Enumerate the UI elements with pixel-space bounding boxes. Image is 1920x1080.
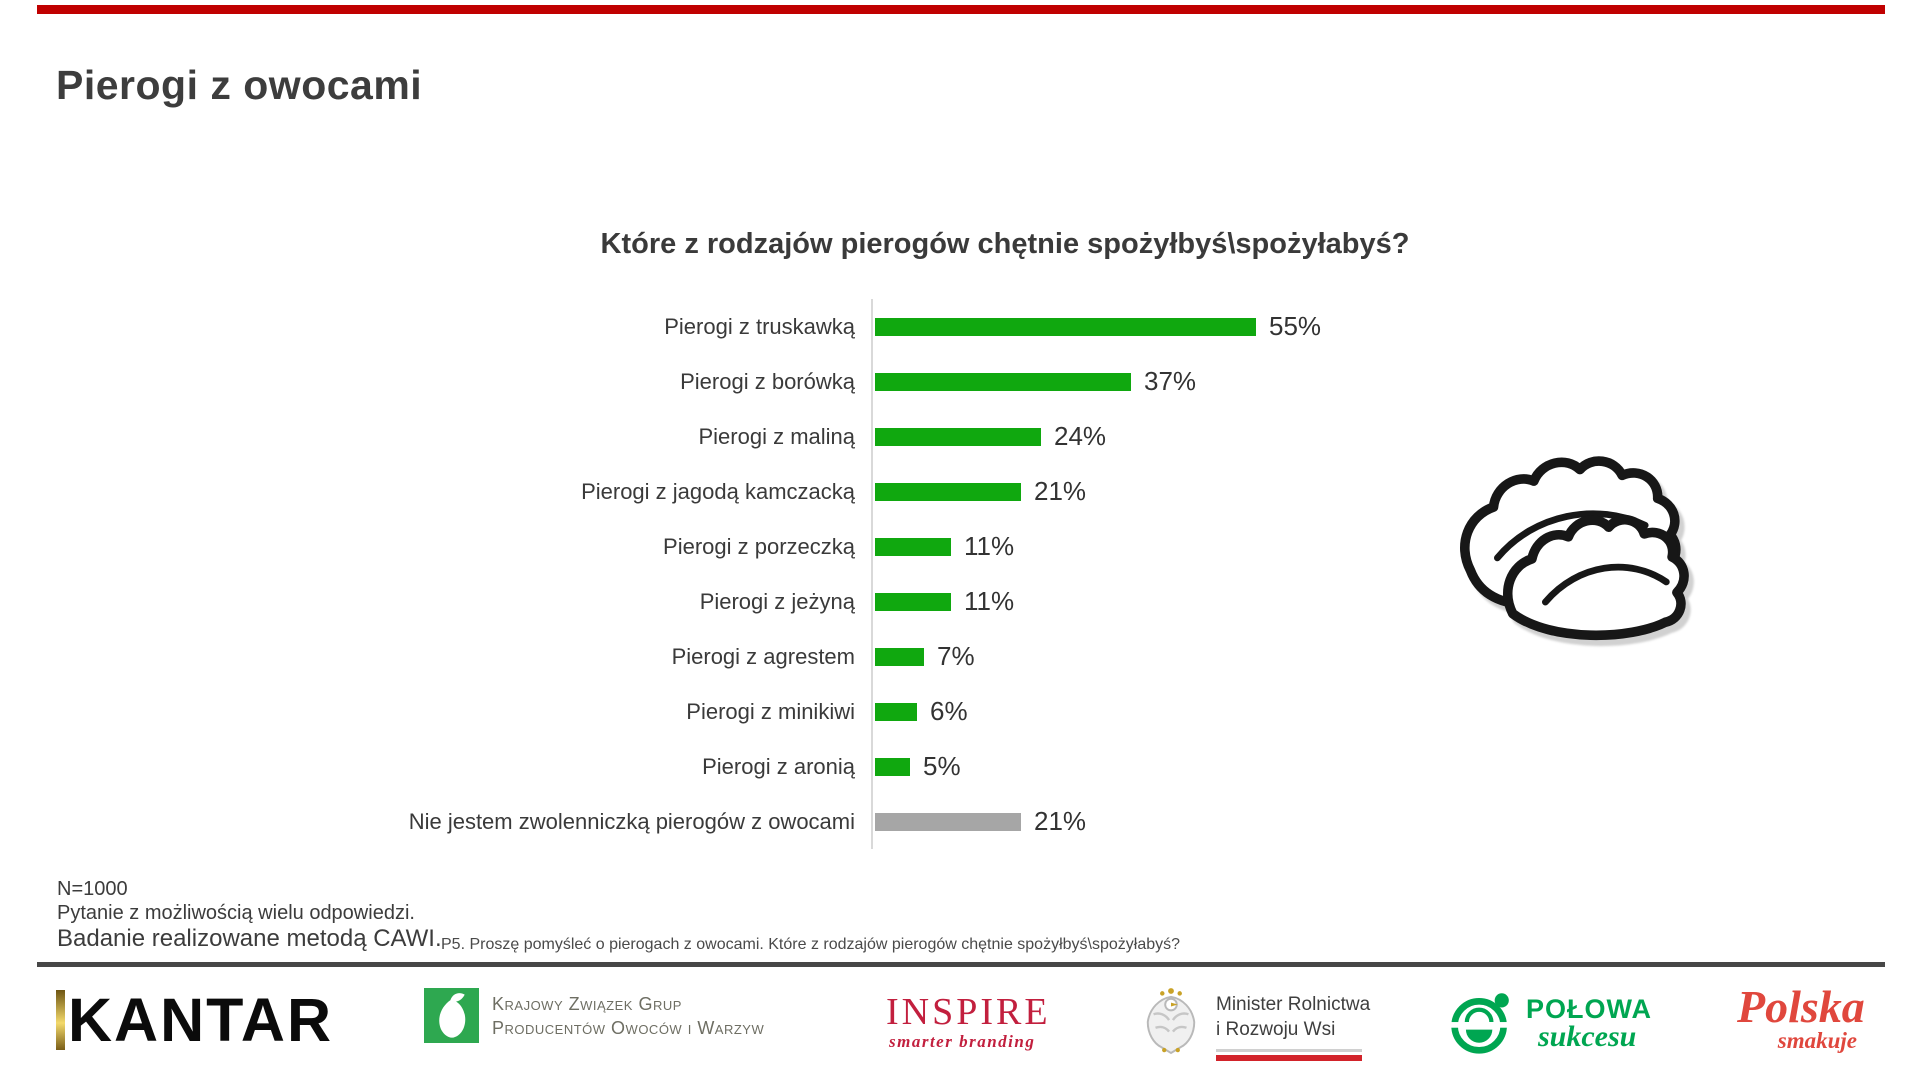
bar	[875, 317, 1256, 336]
bar	[875, 372, 1131, 391]
ministry-logo-text: Minister Rolnictwa i Rozwoju Wsi	[1216, 984, 1370, 1061]
bar-track: 55%	[871, 299, 1321, 354]
bar-track: 7%	[871, 629, 975, 684]
polska-smakuje-logo: Polska smakuje	[1737, 981, 1865, 1053]
dumpling-front-outline	[1503, 515, 1689, 641]
kantar-logo-text: KANTAR	[68, 986, 333, 1054]
inspire-logo-text: INSPIRE	[886, 991, 1051, 1033]
chart-row: Pierogi z maliną 24%	[0, 409, 1460, 464]
footer-separator-line	[37, 962, 1885, 967]
kzgpow-line1: Krajowy Związek Grup	[492, 993, 682, 1014]
bar	[875, 757, 910, 776]
inspire-tagline: smarter branding	[889, 1032, 1036, 1051]
category-label: Pierogi z borówką	[680, 368, 855, 394]
bar-track: 21%	[871, 794, 1086, 849]
bar	[875, 537, 951, 556]
chart-row: Pierogi z porzeczką 11%	[0, 519, 1460, 574]
polska-smakuje-tagline: smakuje	[1777, 1028, 1857, 1053]
bar	[875, 592, 951, 611]
kantar-logo: KANTAR	[56, 986, 333, 1054]
bar	[875, 482, 1021, 501]
bar-track: 5%	[871, 739, 961, 794]
value-label: 21%	[1034, 806, 1087, 836]
value-label: 55%	[1269, 311, 1322, 341]
polowa-logo-text: POŁOWA sukcesu	[1526, 990, 1652, 1056]
chart-row: Nie jestem zwolenniczką pierogów z owoca…	[0, 794, 1460, 849]
bar-track: 11%	[871, 574, 1014, 629]
category-label: Pierogi z jeżyną	[699, 588, 855, 614]
polowa-wordmark: POŁOWA	[1526, 994, 1652, 1024]
category-label: Pierogi z jagodą kamczacką	[581, 478, 855, 504]
polowa-sukcesu-logo: POŁOWA sukcesu	[1448, 990, 1652, 1056]
category-label: Pierogi z porzeczką	[663, 533, 855, 559]
category-label: Pierogi z maliną	[698, 423, 855, 449]
bar	[875, 812, 1021, 831]
kantar-gold-stripe-icon	[56, 990, 65, 1050]
category-label: Pierogi z truskawką	[664, 313, 855, 339]
dumpling-front-crease	[1542, 563, 1670, 606]
poland-flag-stripes-icon	[1216, 1049, 1362, 1061]
kzgpow-logo-text: Krajowy Związek Grup Producentów Owoców …	[492, 992, 764, 1040]
polowa-tagline: sukcesu	[1538, 1020, 1637, 1053]
top-accent-bar	[37, 5, 1885, 14]
eagle-emblem-icon	[1146, 988, 1196, 1055]
value-label: 6%	[930, 696, 968, 726]
bar-chart: Pierogi z truskawką 55% Pierogi z borówką 3…	[0, 299, 1460, 849]
polska-smakuje-wordmark: Polska	[1737, 981, 1865, 1032]
bar	[875, 427, 1041, 446]
category-label: Pierogi z aronią	[702, 753, 855, 779]
ministry-logo: Minister Rolnictwa i Rozwoju Wsi	[1140, 984, 1370, 1061]
chart-title: Które z rodzajów pierogów chętnie spożył…	[600, 228, 1410, 260]
ministry-line1: Minister Rolnictwa	[1216, 994, 1371, 1015]
chart-row: Pierogi z aronią 5%	[0, 739, 1460, 794]
note-question-reference: P5. Proszę pomyśleć o pierogach z owocam…	[441, 936, 1181, 953]
bar	[875, 702, 917, 721]
value-label: 5%	[923, 751, 961, 781]
category-label: Pierogi z minikiwi	[686, 698, 855, 724]
value-label: 37%	[1144, 366, 1197, 396]
kzgpow-line2: Producentów Owoców i Warzyw	[492, 1017, 765, 1038]
inspire-logo: INSPIRE smarter branding	[886, 993, 1051, 1052]
chart-row: Pierogi z jeżyną 11%	[0, 574, 1460, 629]
value-label: 21%	[1034, 476, 1087, 506]
note-multi-answer: Pytanie z możliwością wielu odpowiedzi.	[57, 902, 415, 924]
kzgpow-fruit-icon	[424, 988, 479, 1043]
bar-chart-rows: Pierogi z truskawką 55% Pierogi z borówką 3…	[0, 299, 1460, 849]
chart-row: Pierogi z jagodą kamczacką 21%	[0, 464, 1460, 519]
chart-row: Pierogi z truskawką 55%	[0, 299, 1460, 354]
note-method: Badanie realizowane metodą CAWI.	[57, 925, 442, 952]
bar-track: 24%	[871, 409, 1106, 464]
category-label: Nie jestem zwolenniczką pierogów z owoca…	[408, 808, 855, 834]
bar	[875, 647, 924, 666]
bar-track: 6%	[871, 684, 968, 739]
value-label: 11%	[964, 531, 1015, 561]
kzgpow-logo: Krajowy Związek Grup Producentów Owoców …	[424, 988, 764, 1043]
ministry-line2: i Rozwoju Wsi	[1216, 1019, 1336, 1040]
bar-track: 21%	[871, 464, 1086, 519]
chart-row: Pierogi z agrestem 7%	[0, 629, 1460, 684]
chart-row: Pierogi z borówką 37%	[0, 354, 1460, 409]
value-label: 7%	[937, 641, 975, 671]
bar-track: 11%	[871, 519, 1014, 574]
pierogi-illustration	[1460, 456, 1689, 641]
bar-track: 37%	[871, 354, 1196, 409]
note-sample-size: N=1000	[57, 878, 128, 900]
page-title: Pierogi z owocami	[56, 62, 423, 108]
value-label: 24%	[1054, 421, 1107, 451]
polowa-circle-icon	[1449, 993, 1509, 1054]
chart-row: Pierogi z minikiwi 6%	[0, 684, 1460, 739]
value-label: 11%	[964, 586, 1015, 616]
category-label: Pierogi z agrestem	[671, 643, 855, 669]
